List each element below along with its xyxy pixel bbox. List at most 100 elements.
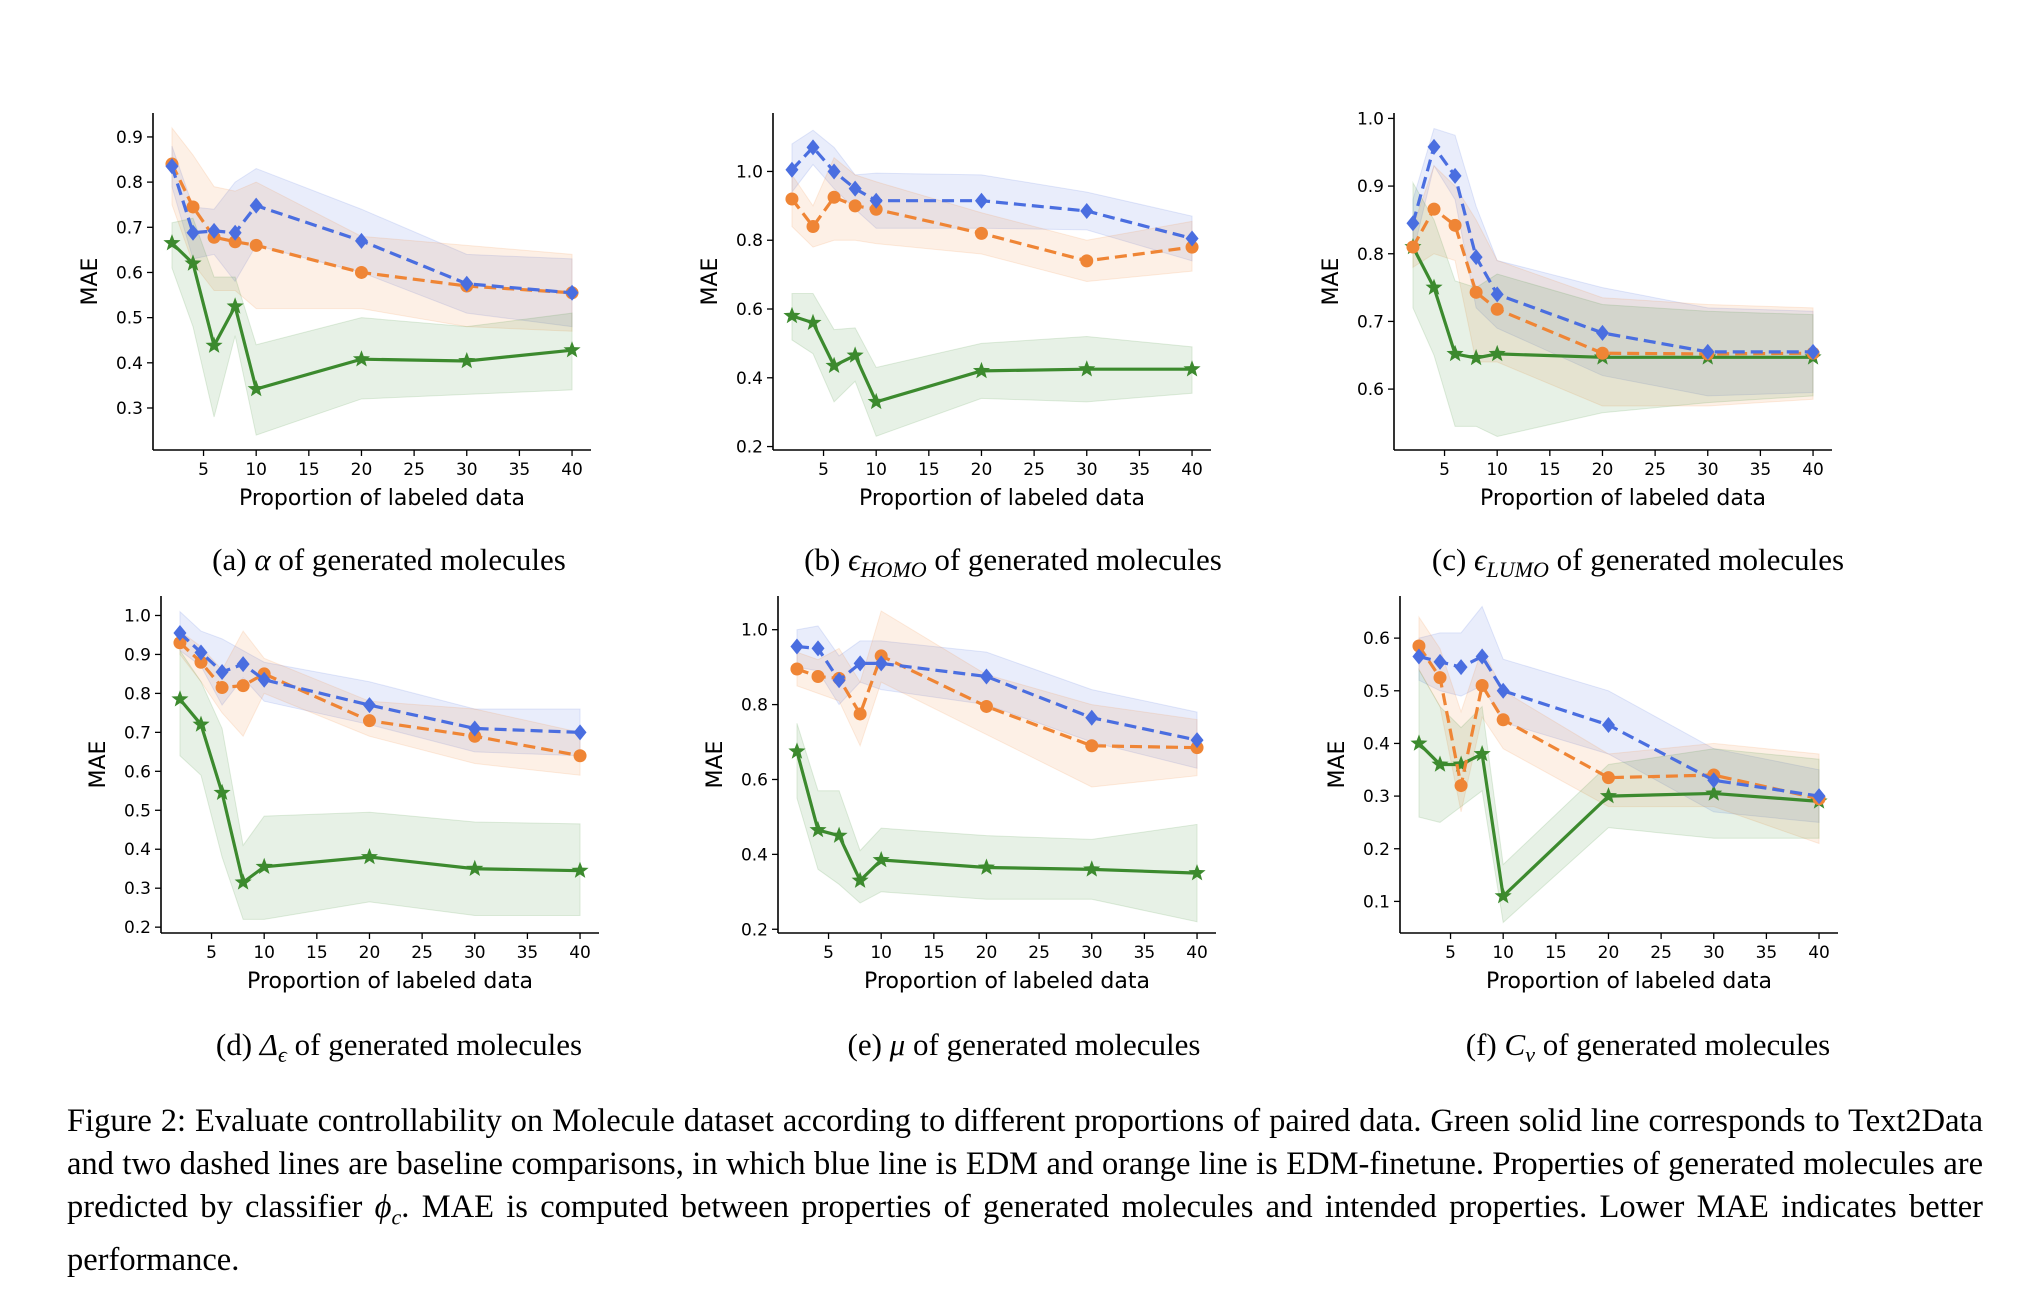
subplot-caption-c: (c) ϵLUMO of generated molecules [1432, 542, 1844, 583]
x-tick-label: 5 [1445, 943, 1456, 963]
subplot-d: 5 10 15 20 25 30 35 40 0.2 0.3 0.4 0.5 0.6 0.7 0.8 0.9 1… [86, 596, 599, 994]
data-point [1183, 360, 1201, 377]
x-tick-label: 20 [976, 943, 998, 963]
series-line-2 [170, 241, 573, 392]
data-point [184, 254, 202, 271]
data-point [804, 313, 822, 330]
confidence-band-1 [1412, 164, 1814, 407]
data-point [806, 219, 820, 233]
data-point [827, 163, 841, 180]
subplot-caption-a: (a) α of generated molecules [212, 542, 566, 583]
x-axis-label: Proportion of labeled data [1480, 486, 1766, 511]
data-point [257, 671, 271, 688]
series-line-1 [1417, 645, 1820, 801]
caption-suffix: of generated molecules [1534, 1027, 1831, 1062]
y-tick-label: 0.4 [736, 369, 763, 389]
x-tick-label: 40 [561, 460, 583, 480]
y-axis-label: MAE [703, 741, 728, 789]
y-tick-label: 0.8 [124, 684, 151, 704]
x-tick-label: 40 [1181, 460, 1203, 480]
data-point [255, 857, 273, 874]
caption-symbol: Δ [259, 1027, 278, 1062]
y-tick-label: 0.2 [741, 920, 768, 940]
data-point [1433, 671, 1447, 685]
data-point [785, 161, 799, 178]
x-tick-label: 25 [1028, 943, 1050, 963]
series-line-1 [178, 641, 581, 758]
data-point [1469, 285, 1483, 299]
data-point [1446, 344, 1464, 362]
data-point [1188, 864, 1206, 881]
y-axis-label: MAE [1325, 741, 1350, 789]
caption-prefix: (c) [1431, 542, 1475, 577]
x-tick-label: 15 [1539, 460, 1561, 480]
caption-suffix: of generated molecules [286, 1027, 583, 1062]
series-line-0 [790, 145, 1193, 241]
series-line-0 [796, 644, 1198, 742]
x-tick-label: 15 [918, 460, 940, 480]
series-line-1 [170, 163, 573, 295]
y-tick-label: 0.8 [1357, 245, 1384, 265]
x-tick-label: 5 [206, 943, 217, 963]
data-point [788, 742, 806, 759]
data-point [565, 284, 579, 301]
y-tick-label: 0.8 [741, 696, 768, 716]
data-point [827, 190, 841, 204]
confidence-band-2 [1412, 180, 1814, 437]
x-tick-label: 10 [245, 460, 267, 480]
y-tick-label: 0.3 [124, 879, 151, 899]
data-point [171, 690, 189, 707]
data-point [249, 238, 263, 252]
caption-prefix: (f) [1465, 1027, 1505, 1062]
data-point [830, 826, 848, 843]
data-point [972, 361, 990, 379]
data-point [979, 699, 993, 713]
data-point [1185, 240, 1199, 254]
figure-caption-before: Figure 2: Evaluate controllability on Mo… [67, 1103, 1983, 1225]
figure-caption-symbol: ϕ [374, 1189, 392, 1225]
x-tick-label: 20 [971, 460, 993, 480]
y-tick-label: 0.7 [116, 218, 143, 238]
x-tick-label: 15 [298, 460, 320, 480]
caption-prefix: (a) [212, 542, 255, 577]
x-tick-label: 15 [1545, 943, 1567, 963]
x-tick-label: 40 [1808, 943, 1830, 963]
data-point [1078, 360, 1096, 377]
subplot-caption-e: (e) μ of generated molecules [848, 1027, 1201, 1068]
data-point [1448, 167, 1462, 184]
y-tick-label: 0.7 [124, 723, 151, 743]
confidence-band-0 [796, 625, 1198, 769]
x-tick-label: 35 [1129, 460, 1151, 480]
y-axis-label: MAE [698, 258, 723, 306]
x-tick-label: 40 [569, 943, 591, 963]
subplot-b: 5 10 15 20 25 30 35 40 0.2 0.4 0.6 0.8 1.0 Proportion… [698, 113, 1211, 511]
data-point [1467, 349, 1485, 366]
data-point [806, 139, 820, 156]
y-tick-label: 0.6 [1357, 380, 1384, 400]
x-tick-label: 35 [1750, 460, 1772, 480]
data-point [573, 724, 587, 741]
data-point [790, 638, 804, 655]
y-tick-label: 0.8 [116, 173, 143, 193]
data-point [869, 192, 883, 209]
caption-symbol: α [254, 542, 271, 577]
data-point [236, 656, 250, 673]
subplot-f: 5 10 15 20 25 30 35 40 0.1 0.2 0.3 0.4 0.5 0.6 Proport… [1325, 596, 1838, 994]
data-point [1475, 679, 1489, 693]
data-point [234, 873, 252, 890]
data-point [874, 655, 888, 672]
caption-suffix: of generated molecules [905, 1027, 1201, 1062]
data-point [1705, 784, 1723, 801]
data-point [1701, 343, 1715, 360]
confidence-band-2 [796, 723, 1198, 923]
confidence-band-0 [1412, 127, 1814, 397]
data-point [1806, 343, 1820, 360]
data-point [1427, 202, 1441, 216]
data-point [226, 297, 244, 314]
confidence-band-2 [791, 293, 1193, 437]
data-point [468, 720, 482, 737]
data-point [1490, 302, 1504, 316]
y-tick-label: 0.8 [736, 231, 763, 251]
confidence-band-1 [171, 126, 573, 332]
data-point [1599, 787, 1617, 804]
